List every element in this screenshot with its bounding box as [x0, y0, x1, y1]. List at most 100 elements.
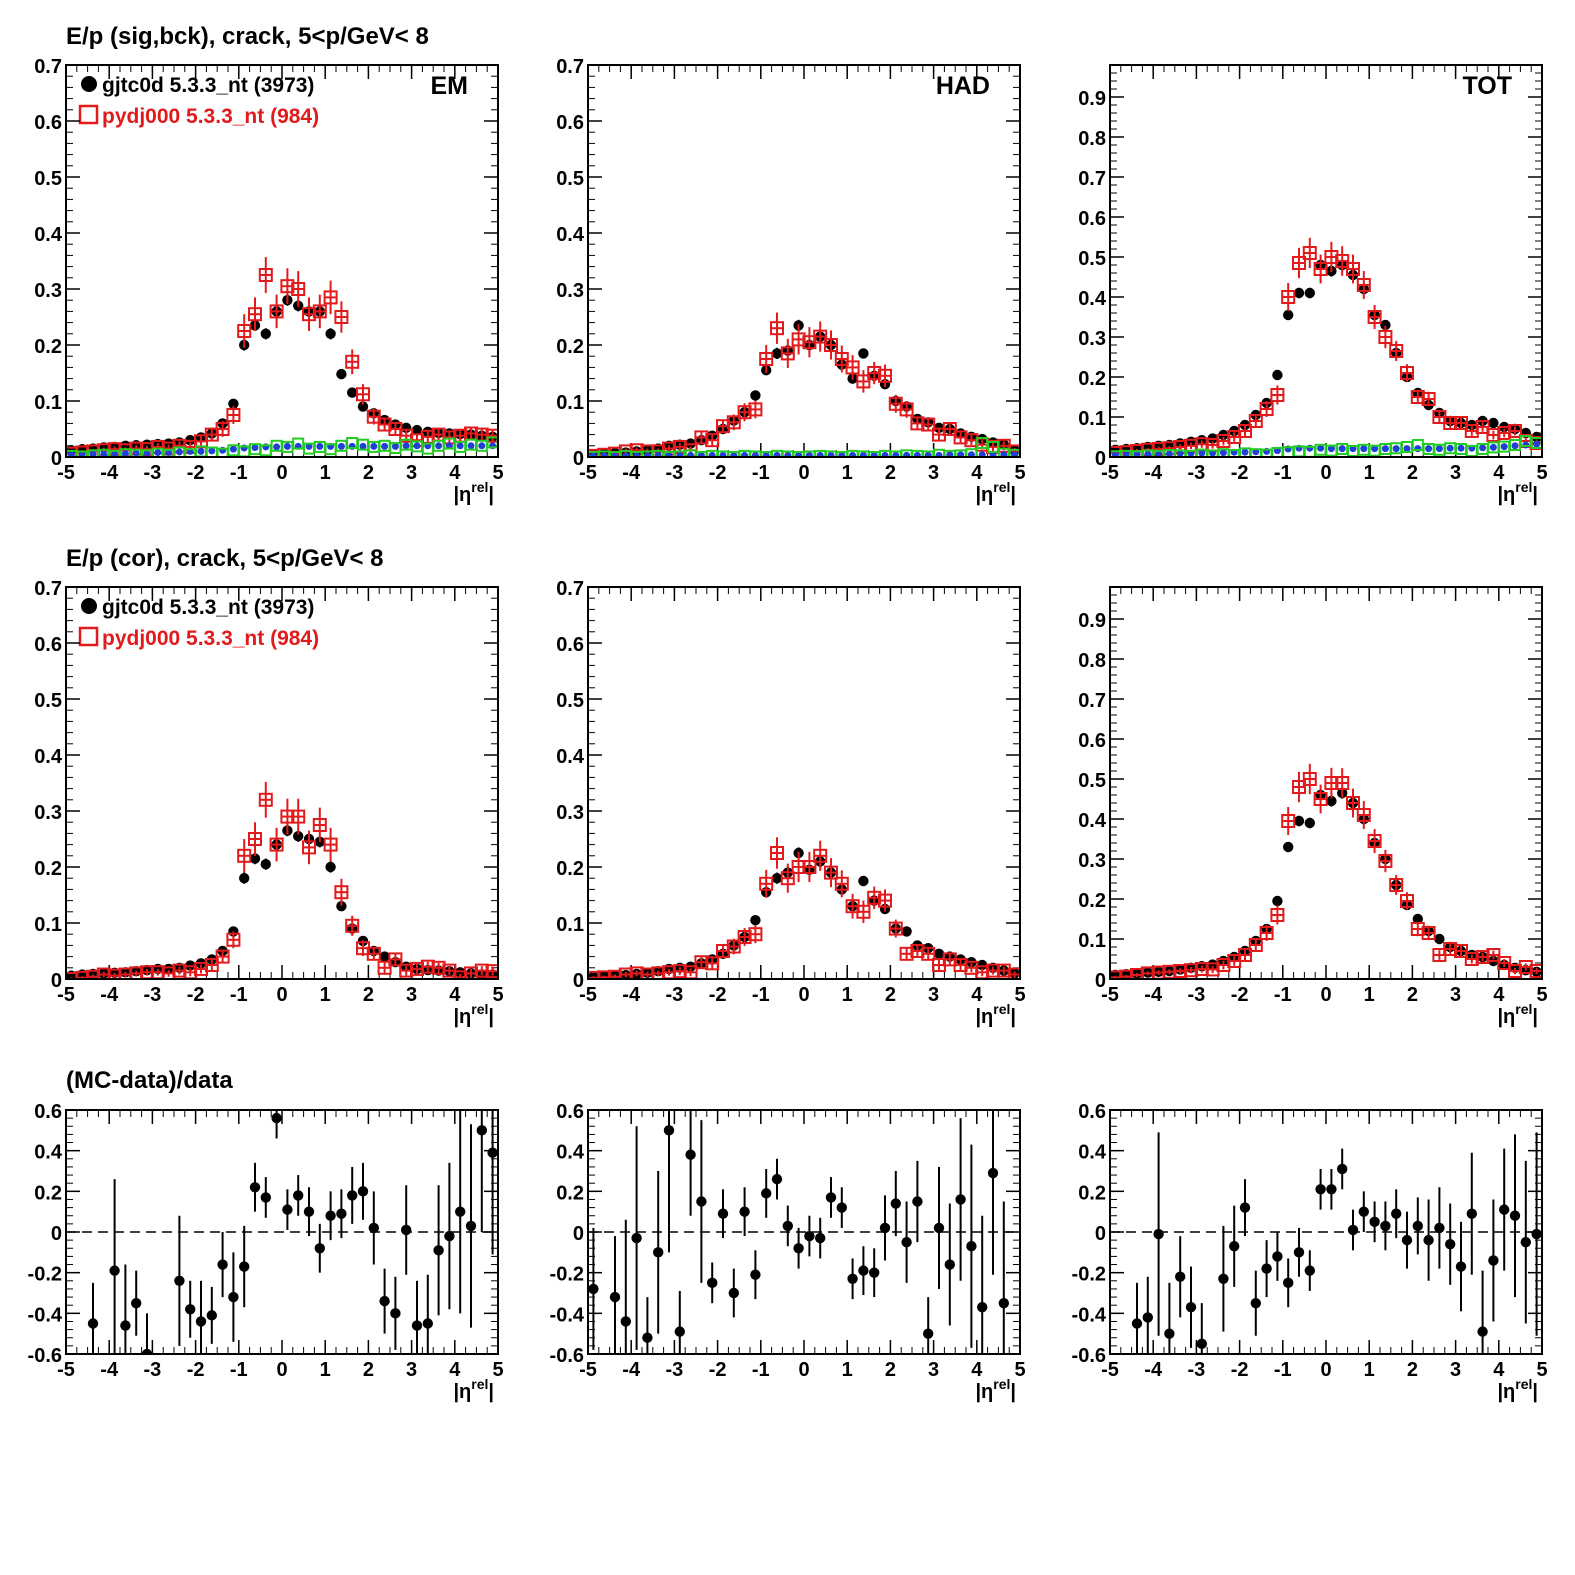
data-point — [1315, 1184, 1326, 1195]
panel-tot-ratio: -0.6 -0.4 -0.2 0 0.2 0.4 0.6 -5 -4 -3 -2 -1 0 1 2 3 4 5|η… — [1072, 1101, 1548, 1403]
mc-point — [1238, 948, 1252, 962]
background-data-point — [413, 442, 421, 450]
data-point — [1261, 1263, 1272, 1274]
mc-point — [1486, 948, 1501, 962]
mc-point — [248, 307, 262, 322]
background-data-point — [946, 451, 954, 457]
background-data-point — [816, 451, 824, 457]
background-data-point — [859, 451, 867, 457]
x-tick-label: 0 — [798, 1359, 809, 1381]
y-tick-label: 0.2 — [1078, 890, 1106, 912]
y-tick-label: 0.6 — [556, 634, 584, 656]
data-point — [1293, 1247, 1305, 1258]
x-tick-label: -3 — [1188, 462, 1206, 484]
legend-mc-label: pydj000 5.3.3_nt (984) — [102, 627, 319, 650]
x-tick-label: 0 — [1320, 462, 1331, 484]
background-data-point — [913, 451, 921, 457]
background-data-point — [957, 451, 965, 457]
mc-point — [726, 415, 741, 430]
mc-point — [942, 422, 957, 436]
y-tick-label: 0.3 — [1078, 328, 1106, 350]
mc-point — [1421, 392, 1436, 406]
plot-frame — [65, 1109, 499, 1355]
x-tick-label: -1 — [1274, 1359, 1292, 1381]
legend-data-marker — [81, 598, 97, 614]
y-tick-label: 0.4 — [556, 224, 585, 246]
data-point — [487, 1147, 498, 1158]
background-data-point — [337, 442, 345, 450]
y-tick-label: -0.2 — [550, 1264, 584, 1286]
mc-point — [269, 304, 284, 319]
series-dot — [588, 1110, 1009, 1354]
data-point — [260, 859, 271, 870]
mc-point — [899, 402, 914, 417]
mc-point — [485, 964, 498, 979]
background-data-point — [456, 442, 464, 450]
mc-point — [1400, 366, 1414, 380]
x-tick-label: -5 — [57, 462, 75, 484]
x-tick-label: 2 — [885, 984, 896, 1006]
mc-point — [813, 329, 828, 344]
y-tick-label: 0 — [1095, 1223, 1106, 1245]
mc-point — [345, 354, 360, 369]
background-data-point — [165, 449, 173, 457]
background-data-point — [1011, 451, 1019, 457]
data-point — [987, 1167, 999, 1179]
mc-point — [1464, 424, 1479, 438]
data-point — [620, 1316, 631, 1327]
mc-point — [312, 304, 327, 319]
x-tick-label: -4 — [622, 984, 641, 1006]
mc-point — [1410, 390, 1425, 404]
x-tick-label: -4 — [1144, 462, 1163, 484]
background-data-point — [676, 451, 684, 457]
data-point — [1531, 1228, 1542, 1240]
background-data-point — [251, 443, 259, 451]
y-tick-label: 0.5 — [1078, 770, 1106, 792]
mc-point — [1248, 938, 1263, 952]
x-tick-label: -2 — [709, 1359, 727, 1381]
x-tick-label: -1 — [752, 462, 770, 484]
mc-point — [824, 338, 838, 352]
background-data-point — [1511, 442, 1519, 450]
x-tick-label: -5 — [1101, 462, 1119, 484]
mc-point — [1508, 964, 1522, 978]
data-point — [239, 1261, 250, 1272]
mc-point — [291, 282, 306, 296]
mc-point — [618, 967, 633, 979]
data-point — [401, 1224, 412, 1236]
y-tick-label: 0.1 — [1078, 930, 1106, 952]
mc-point — [66, 972, 79, 979]
mc-point — [366, 946, 381, 961]
panel-em-cor: 0 0.1 0.2 0.3 0.4 0.5 0.6 0.7 -5 -4 -3 -2 -1 0 1 2 3 4 5|η… — [34, 578, 503, 1028]
background-data-point — [687, 451, 695, 457]
y-tick-label: 0.2 — [1078, 1182, 1106, 1204]
data-point — [368, 1222, 379, 1234]
background-data-point — [633, 452, 641, 457]
mc-point — [1238, 424, 1252, 438]
background-mc-point — [695, 451, 708, 457]
mc-point — [921, 946, 936, 961]
series-group — [87, 1110, 498, 1354]
mc-point — [1313, 262, 1328, 276]
data-point — [1218, 1273, 1229, 1284]
x-tick-label: -5 — [579, 462, 597, 484]
mc-point — [705, 956, 720, 971]
data-point — [836, 1202, 847, 1213]
panel-had-ratio: -0.6 -0.4 -0.2 0 0.2 0.4 0.6 -5 -4 -3 -2 -1 0 1 2 3 4 5|η… — [550, 1101, 1026, 1403]
y-tick-label: 0.1 — [34, 392, 62, 414]
mc-point — [302, 307, 316, 322]
series-open-square — [66, 257, 498, 457]
y-tick-label: 0.6 — [34, 634, 62, 656]
background-data-point — [1133, 450, 1141, 457]
background-data-point — [197, 447, 205, 455]
background-data-point — [445, 442, 453, 450]
background-mc-point — [588, 451, 600, 457]
data-point — [444, 1230, 455, 1242]
background-data-point — [1338, 445, 1346, 453]
x-tick-label: 4 — [449, 1359, 461, 1381]
mc-point — [215, 949, 230, 964]
data-point — [87, 1318, 99, 1329]
mc-point — [1410, 922, 1425, 936]
background-data-point — [1317, 444, 1325, 452]
background-data-point — [762, 451, 770, 457]
